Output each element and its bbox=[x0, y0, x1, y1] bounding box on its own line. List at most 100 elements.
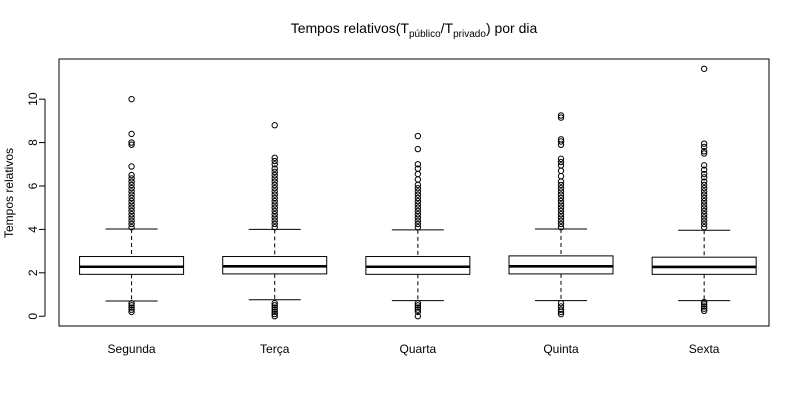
outlier-point bbox=[700, 224, 708, 231]
outlier-point bbox=[557, 114, 565, 121]
outlier-point bbox=[271, 204, 278, 211]
outlier-point bbox=[557, 162, 565, 169]
chart-title: Tempos relativos(Tpúblico/Tprivado) por … bbox=[291, 20, 538, 40]
y-tick-label: 2 bbox=[26, 269, 40, 276]
box-iqr bbox=[79, 256, 185, 275]
outlier-point bbox=[271, 197, 278, 205]
outlier-point bbox=[557, 194, 565, 202]
outlier-point bbox=[557, 191, 565, 198]
outlier-point bbox=[557, 173, 565, 180]
outlier-point bbox=[414, 211, 422, 218]
outlier-point bbox=[557, 181, 565, 189]
outlier-point bbox=[271, 220, 278, 228]
outlier-point bbox=[557, 207, 565, 215]
outlier-point bbox=[271, 184, 278, 192]
outlier-point bbox=[271, 122, 278, 129]
outlier-point bbox=[271, 302, 278, 309]
outlier-point bbox=[557, 112, 565, 119]
y-tick-label: 10 bbox=[26, 92, 40, 106]
outlier-point bbox=[700, 303, 708, 310]
outlier-point bbox=[128, 95, 135, 103]
outlier-point bbox=[414, 308, 422, 316]
outlier-point bbox=[557, 184, 565, 192]
outlier-point bbox=[700, 301, 708, 308]
outlier-point bbox=[128, 197, 135, 205]
y-tick-label: 6 bbox=[26, 182, 40, 189]
outlier-point bbox=[557, 204, 565, 211]
outlier-point bbox=[414, 145, 422, 153]
outlier-point bbox=[557, 158, 565, 166]
outlier-point bbox=[128, 141, 135, 148]
outlier-point bbox=[271, 154, 278, 161]
outlier-point bbox=[414, 176, 422, 183]
outlier-point bbox=[414, 217, 422, 224]
outlier-point bbox=[700, 201, 708, 208]
outlier-point bbox=[414, 214, 422, 221]
y-tick-label: 8 bbox=[26, 139, 40, 146]
outlier-point bbox=[557, 197, 565, 205]
outlier-point bbox=[271, 310, 278, 318]
outlier-point bbox=[557, 188, 565, 195]
outlier-point bbox=[128, 207, 135, 215]
x-tick-label: Quinta bbox=[543, 342, 579, 356]
outlier-point bbox=[128, 181, 135, 189]
outlier-point bbox=[700, 197, 708, 205]
outlier-point bbox=[700, 194, 708, 202]
outlier-point bbox=[557, 178, 565, 185]
outlier-point bbox=[128, 224, 135, 231]
outlier-point bbox=[128, 211, 135, 218]
outlier-point bbox=[700, 204, 708, 211]
box-group-sexta bbox=[651, 65, 757, 315]
outlier-point bbox=[414, 184, 422, 192]
y-tick-label: 0 bbox=[26, 313, 40, 320]
outlier-point bbox=[128, 220, 135, 228]
outlier-point bbox=[700, 170, 708, 178]
outlier-point bbox=[128, 214, 135, 221]
outlier-point bbox=[271, 171, 278, 179]
outlier-point bbox=[700, 307, 708, 315]
outlier-point bbox=[414, 161, 422, 168]
box-group-terça bbox=[222, 122, 328, 320]
box-group-quinta bbox=[508, 112, 614, 318]
outlier-point bbox=[700, 184, 708, 192]
outlier-point bbox=[271, 175, 278, 182]
outlier-point bbox=[414, 204, 422, 211]
outlier-point bbox=[557, 217, 565, 224]
outlier-point bbox=[700, 178, 708, 185]
outlier-point bbox=[700, 148, 708, 155]
outlier-point bbox=[414, 306, 422, 313]
outlier-point bbox=[700, 140, 708, 147]
outlier-point bbox=[557, 220, 565, 228]
outlier-point bbox=[700, 150, 708, 157]
outlier-point bbox=[700, 162, 708, 169]
x-tick-label: Terça bbox=[260, 342, 290, 356]
outlier-point bbox=[271, 217, 278, 224]
outlier-point bbox=[128, 171, 135, 179]
outlier-point bbox=[557, 136, 565, 143]
chart-title-suffix: ) por dia bbox=[486, 20, 538, 36]
outlier-point bbox=[414, 170, 422, 178]
outlier-point bbox=[414, 188, 422, 195]
box-group-segunda bbox=[79, 95, 185, 316]
outlier-point bbox=[557, 167, 565, 174]
outlier-point bbox=[271, 194, 278, 202]
outlier-point bbox=[700, 220, 708, 228]
outlier-point bbox=[128, 300, 135, 307]
outlier-point bbox=[271, 201, 278, 208]
outlier-point bbox=[271, 306, 278, 313]
chart-title-prefix: Tempos relativos(T bbox=[291, 20, 410, 36]
y-tick-label: 4 bbox=[26, 226, 40, 233]
outlier-point bbox=[128, 308, 135, 316]
outlier-point bbox=[414, 224, 422, 231]
outlier-point bbox=[128, 306, 135, 313]
outlier-point bbox=[414, 207, 422, 215]
outlier-point bbox=[271, 178, 278, 185]
outlier-point bbox=[414, 194, 422, 202]
outlier-point bbox=[271, 313, 278, 320]
outlier-point bbox=[414, 181, 422, 189]
outlier-point bbox=[557, 310, 565, 318]
outlier-point bbox=[271, 304, 278, 311]
outlier-point bbox=[128, 304, 135, 311]
chart-title-sub-privado: privado bbox=[453, 29, 486, 40]
